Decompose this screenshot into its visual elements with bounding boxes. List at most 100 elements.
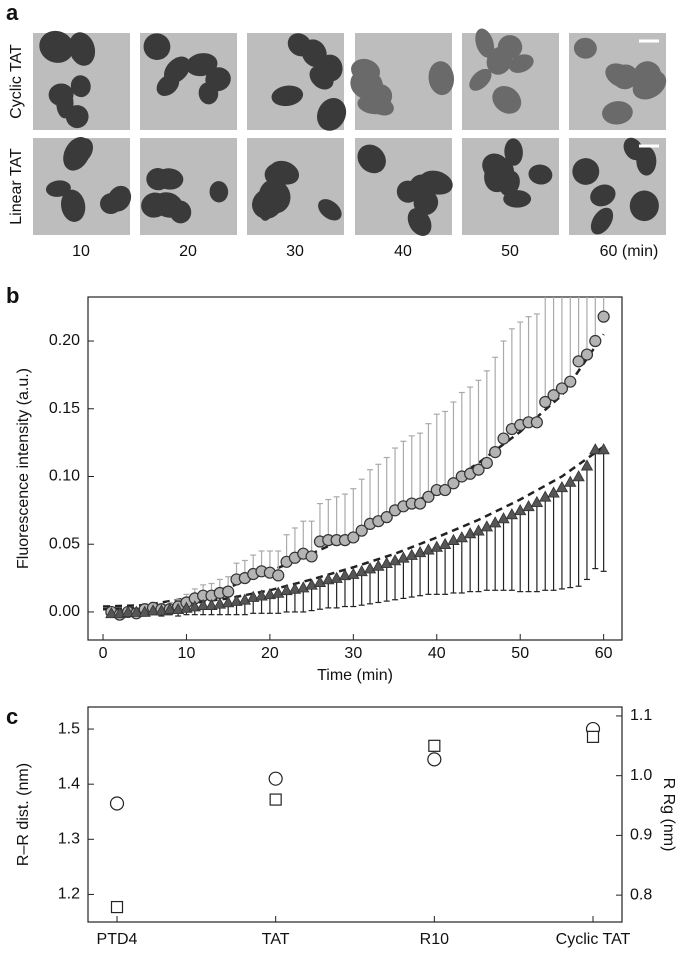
error-bar (400, 557, 407, 600)
cell (185, 53, 218, 77)
error-bar (433, 413, 440, 491)
data-point (586, 730, 600, 743)
data-point (539, 395, 552, 409)
data-point (355, 524, 368, 537)
time-label: 20 (179, 243, 197, 260)
data-point (580, 348, 594, 361)
cell-image (33, 136, 132, 235)
x-tick-label: 10 (178, 645, 196, 662)
data-point (497, 432, 510, 445)
error-bar (358, 478, 365, 531)
data-point (555, 382, 569, 395)
cell-image (140, 33, 237, 130)
cell (428, 61, 455, 96)
data-point (138, 605, 151, 617)
x-tick-label: 50 (511, 645, 529, 662)
time-label: 40 (394, 243, 412, 260)
row-label: Cyclic TAT (8, 44, 25, 119)
cell (39, 30, 74, 63)
cell-image (33, 30, 130, 130)
error-bar (341, 493, 348, 541)
error-bar (586, 297, 588, 355)
y2-tick-label: 0.8 (630, 886, 652, 903)
error-bar (561, 297, 563, 389)
error-bar (375, 565, 382, 604)
data-point (427, 752, 442, 767)
plot-frame (87, 296, 623, 641)
error-bar (408, 555, 415, 598)
panel-label: b (6, 283, 19, 308)
data-point (269, 793, 282, 806)
y-tick-label: 0.10 (49, 468, 80, 485)
time-label: 60 (min) (600, 243, 659, 260)
data-point (272, 569, 285, 582)
cell (72, 138, 93, 164)
data-point (155, 604, 168, 616)
cell (469, 68, 492, 91)
data-point (263, 588, 277, 600)
cell (407, 208, 432, 236)
error-bar (383, 456, 390, 518)
cell-image (247, 33, 347, 131)
error-bar (483, 370, 490, 463)
error-bar (417, 552, 424, 597)
cell-image (569, 33, 667, 130)
cell (68, 32, 96, 66)
data-point (222, 585, 235, 598)
error-bar (450, 401, 457, 484)
y2-tick-label: 1.1 (630, 707, 652, 724)
data-point (589, 443, 602, 455)
error-bar (600, 449, 607, 572)
error-bar (433, 546, 440, 595)
cell (573, 37, 597, 59)
cell (164, 56, 191, 84)
error-bar (325, 498, 332, 541)
cell (605, 63, 634, 88)
data-point (105, 606, 118, 619)
data-point (488, 516, 502, 528)
x-tick-label: 60 (595, 645, 613, 662)
cell (318, 199, 342, 221)
error-bar (333, 496, 340, 541)
data-point (413, 497, 427, 510)
data-point (514, 504, 527, 516)
x-tick-label: PTD4 (97, 931, 138, 948)
row-label: Linear TAT (8, 148, 25, 225)
data-point (480, 520, 494, 532)
cell (45, 180, 71, 197)
cell (357, 144, 386, 174)
y2-tick-label: 0.9 (630, 827, 652, 844)
error-bar (533, 502, 540, 593)
error-bar (458, 537, 465, 594)
data-point (305, 550, 318, 563)
data-point (280, 583, 293, 596)
error-bar (492, 522, 499, 591)
error-bar (552, 297, 555, 396)
data-point (268, 771, 283, 786)
cell (632, 70, 667, 100)
error-bar (525, 316, 532, 423)
data-point (472, 463, 485, 476)
cell (141, 192, 169, 218)
time-label: 30 (286, 243, 304, 260)
error-bar (500, 340, 507, 439)
data-point (113, 606, 126, 619)
data-point (213, 597, 227, 609)
cell (499, 170, 520, 197)
data-point (109, 796, 125, 811)
cell (60, 189, 86, 222)
cell-image (569, 137, 666, 235)
error-bar (483, 526, 490, 591)
error-bar (492, 356, 499, 453)
error-bar (500, 518, 507, 591)
cell (572, 158, 600, 185)
cell (317, 97, 347, 131)
error-bar (475, 379, 482, 470)
data-point (555, 481, 569, 493)
error-bar (508, 328, 515, 430)
cell (65, 105, 89, 129)
error-bar (542, 496, 549, 591)
y-tick-label: 1.2 (58, 886, 80, 903)
data-point (221, 596, 235, 608)
error-bar (592, 449, 599, 570)
